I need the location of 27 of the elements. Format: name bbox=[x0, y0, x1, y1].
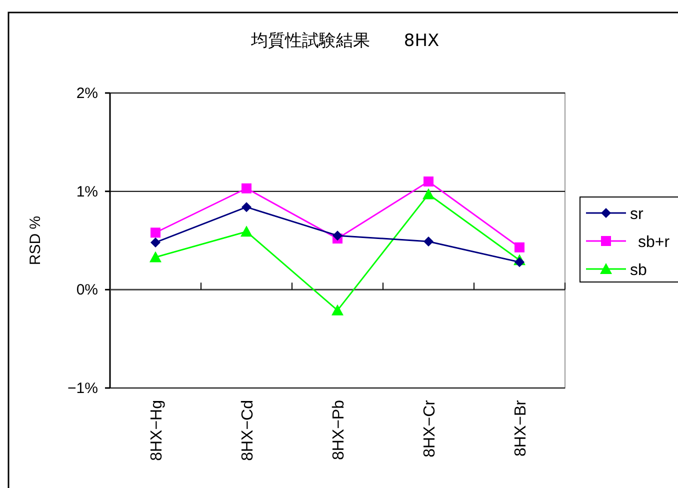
point bbox=[514, 242, 524, 252]
y-tick-label: 1% bbox=[76, 183, 98, 200]
point bbox=[242, 183, 252, 194]
chart-title: 均質性試験結果 8HX bbox=[250, 31, 440, 51]
y-tick-label: 0% bbox=[76, 282, 98, 299]
x-tick-label: 8HX−Hg bbox=[148, 400, 166, 461]
point bbox=[242, 202, 252, 212]
point bbox=[422, 188, 434, 200]
point bbox=[332, 230, 342, 241]
point bbox=[514, 257, 524, 268]
legend-label: sr bbox=[630, 206, 644, 223]
x-tick-label: 8HX−Br bbox=[512, 399, 530, 456]
point bbox=[332, 304, 344, 316]
point bbox=[424, 236, 434, 246]
point bbox=[424, 176, 434, 186]
y-axis-title: RSD % bbox=[27, 216, 44, 266]
point bbox=[150, 251, 162, 262]
point bbox=[150, 237, 160, 248]
y-tick-label: 2% bbox=[76, 85, 98, 102]
x-tick-label: 8HX−Pb bbox=[330, 400, 348, 460]
legend-label: sb bbox=[630, 262, 647, 279]
y-tick-label: −1% bbox=[68, 380, 98, 397]
point bbox=[240, 226, 252, 237]
legend-label: sb+r bbox=[638, 234, 670, 251]
x-tick-label: 8HX−Cr bbox=[422, 399, 438, 458]
point bbox=[150, 228, 160, 238]
x-tick-label: 8HX−Cd bbox=[240, 400, 256, 461]
